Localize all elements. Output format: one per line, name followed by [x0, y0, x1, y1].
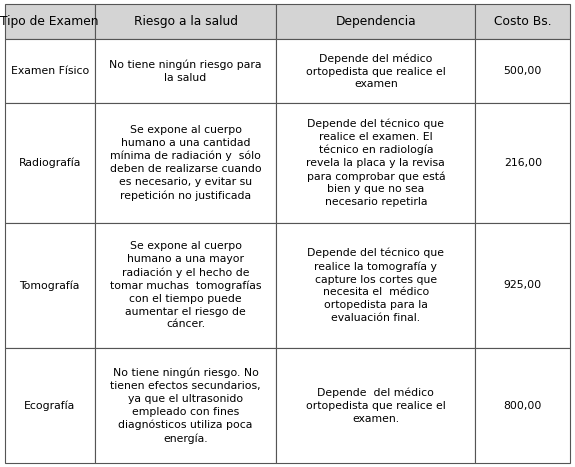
Bar: [95, 39, 277, 103]
Text: Depende del médico
ortopedista que realice el
examen: Depende del médico ortopedista que reali…: [306, 53, 446, 89]
Bar: [277, 39, 476, 103]
Text: 216,00: 216,00: [504, 158, 542, 168]
Bar: [95, 222, 277, 348]
Bar: [277, 222, 476, 348]
Bar: [476, 103, 570, 222]
Text: Riesgo a la salud: Riesgo a la salud: [133, 15, 237, 28]
Text: Tipo de Examen: Tipo de Examen: [1, 15, 99, 28]
Text: Depende del técnico que
realice la tomografía y
capture los cortes que
necesita : Depende del técnico que realice la tomog…: [308, 248, 444, 323]
Text: Ecografía: Ecografía: [24, 400, 75, 411]
Bar: [5, 39, 95, 103]
Bar: [476, 4, 570, 39]
Text: Se expone al cuerpo
humano a una mayor
radiación y el hecho de
tomar muchas  tom: Se expone al cuerpo humano a una mayor r…: [110, 241, 262, 329]
Bar: [5, 222, 95, 348]
Bar: [5, 103, 95, 222]
Bar: [476, 222, 570, 348]
Text: 500,00: 500,00: [504, 66, 542, 76]
Text: Examen Físico: Examen Físico: [10, 66, 89, 76]
Text: Depende  del médico
ortopedista que realice el
examen.: Depende del médico ortopedista que reali…: [306, 388, 446, 424]
Bar: [95, 103, 277, 222]
Bar: [5, 348, 95, 463]
Text: 800,00: 800,00: [504, 401, 542, 410]
Bar: [476, 39, 570, 103]
Text: Se expone al cuerpo
humano a una cantidad
mínima de radiación y  sólo
deben de r: Se expone al cuerpo humano a una cantida…: [110, 125, 262, 200]
Bar: [277, 4, 476, 39]
Text: 925,00: 925,00: [504, 280, 542, 290]
Bar: [95, 4, 277, 39]
Text: Dependencia: Dependencia: [336, 15, 416, 28]
Text: Radiografía: Radiografía: [18, 157, 81, 168]
Bar: [277, 103, 476, 222]
Text: Tomografía: Tomografía: [20, 280, 80, 290]
Bar: [277, 348, 476, 463]
Bar: [476, 348, 570, 463]
Bar: [5, 4, 95, 39]
Text: No tiene ningún riesgo. No
tienen efectos secundarios,
ya que el ultrasonido
emp: No tiene ningún riesgo. No tienen efecto…: [110, 368, 261, 444]
Text: Depende del técnico que
realice el examen. El
técnico en radiología
revela la pl: Depende del técnico que realice el exame…: [306, 119, 445, 207]
Text: Costo Bs.: Costo Bs.: [494, 15, 551, 28]
Text: No tiene ningún riesgo para
la salud: No tiene ningún riesgo para la salud: [109, 60, 262, 83]
Bar: [95, 348, 277, 463]
